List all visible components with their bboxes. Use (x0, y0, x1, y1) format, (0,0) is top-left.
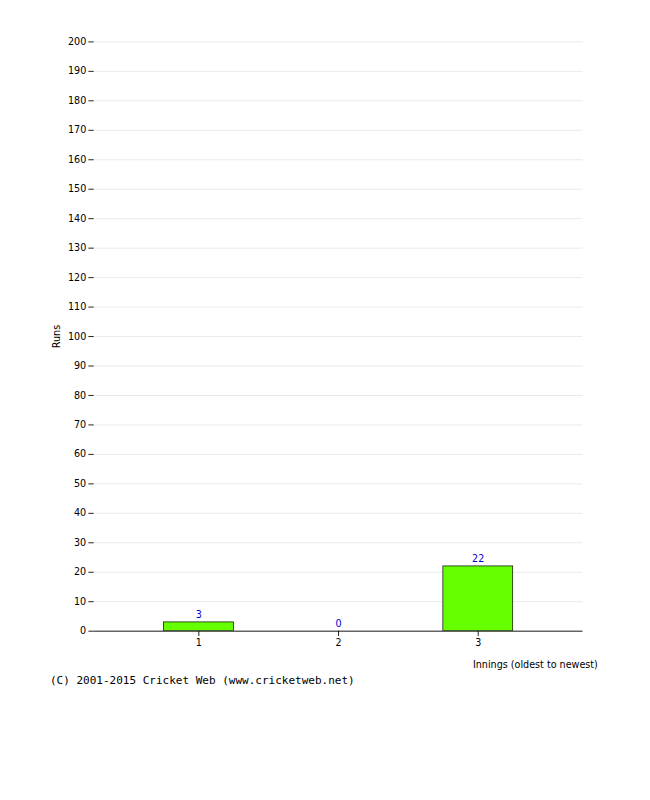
svg-text:50: 50 (74, 478, 86, 489)
svg-text:100: 100 (68, 331, 86, 342)
svg-text:200: 200 (68, 36, 86, 47)
svg-text:80: 80 (74, 390, 86, 401)
svg-text:10: 10 (74, 596, 86, 607)
svg-text:130: 130 (68, 242, 86, 253)
svg-text:40: 40 (74, 507, 86, 518)
svg-text:60: 60 (74, 448, 86, 459)
svg-text:3: 3 (196, 609, 202, 620)
svg-text:160: 160 (68, 154, 86, 165)
svg-text:0: 0 (80, 625, 86, 636)
html-text:(C) 2001-2015 Cricket Web (www: (C) 2001-2015 Cricket Web (www.cricketwe… (50, 674, 355, 687)
svg-text:Innings (oldest to newest): Innings (oldest to newest) (473, 659, 598, 670)
svg-text:0: 0 (335, 618, 341, 629)
svg-text:110: 110 (68, 301, 86, 312)
svg-text:Runs: Runs (51, 325, 62, 348)
svg-text:70: 70 (74, 419, 86, 430)
svg-text:190: 190 (68, 65, 86, 76)
svg-text:1: 1 (196, 637, 202, 648)
svg-text:3: 3 (475, 637, 481, 648)
svg-text:120: 120 (68, 272, 86, 283)
svg-text:150: 150 (68, 183, 86, 194)
svg-text:22: 22 (472, 553, 484, 564)
svg-text:30: 30 (74, 537, 86, 548)
svg-text:180: 180 (68, 95, 86, 106)
svg-text:170: 170 (68, 124, 86, 135)
svg-text:90: 90 (74, 360, 86, 371)
svg-text:20: 20 (74, 566, 86, 577)
svg-text:140: 140 (68, 213, 86, 224)
svg-text:2: 2 (335, 637, 341, 648)
